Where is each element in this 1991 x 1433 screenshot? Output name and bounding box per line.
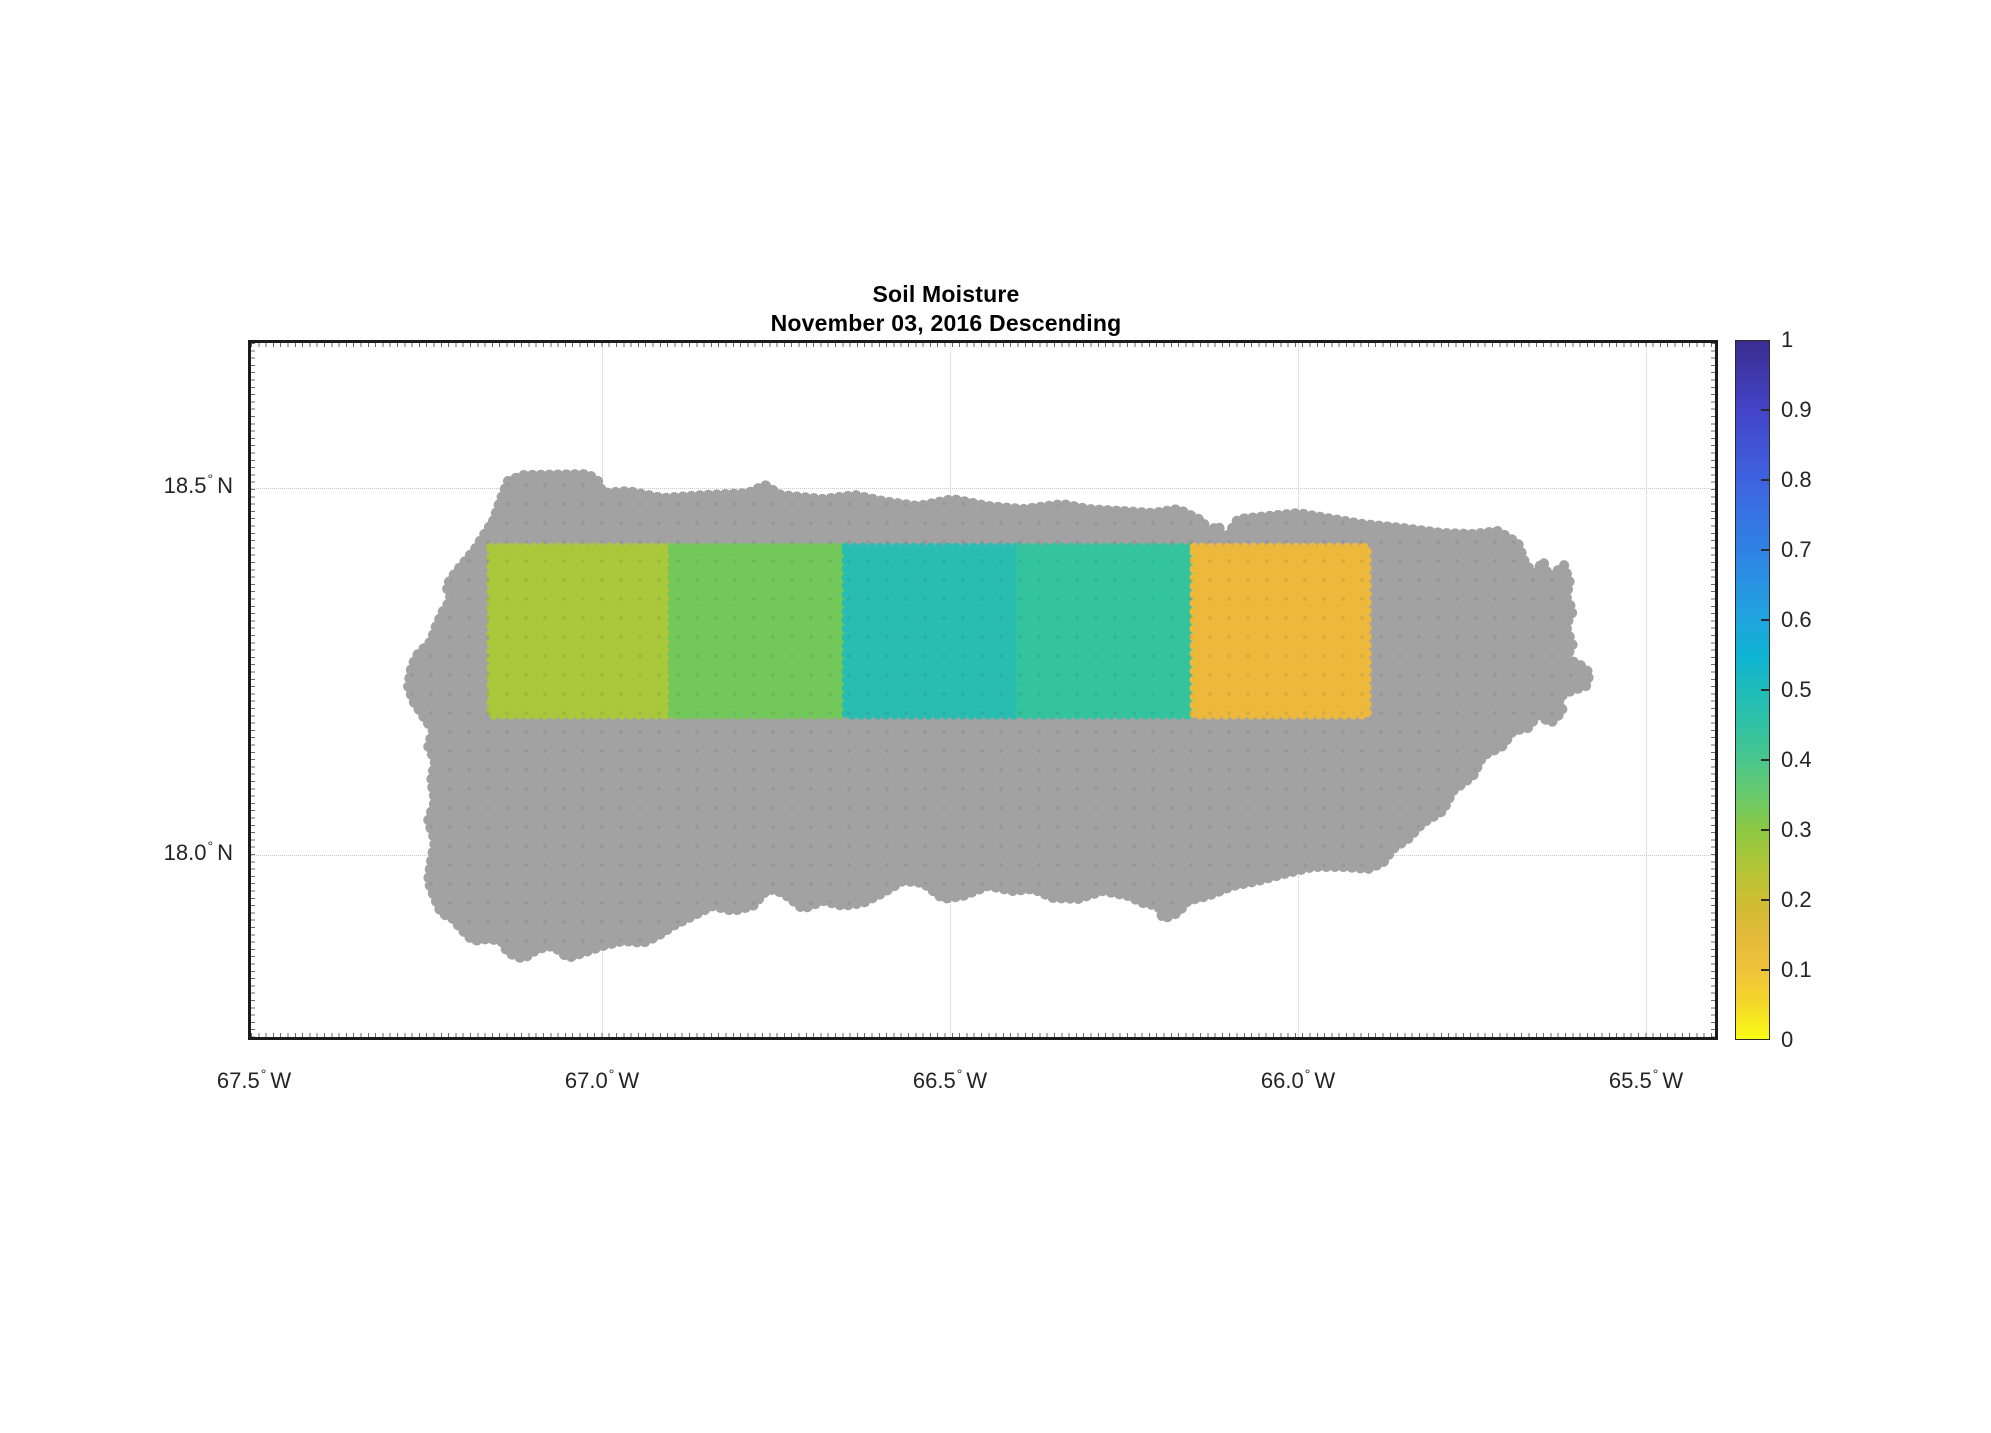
colorbar-tick-0.3 bbox=[1761, 829, 1769, 831]
colorbar-label-0.8: 0.8 bbox=[1781, 467, 1812, 492]
degree-symbol: ° bbox=[956, 1066, 963, 1082]
colorbar-tick-0.6 bbox=[1761, 619, 1769, 621]
colorbar-tick-0.8 bbox=[1761, 479, 1769, 481]
map-plot-area bbox=[248, 340, 1718, 1040]
degree-symbol: ° bbox=[1304, 1066, 1311, 1082]
y-tick-18.0-N: 18.0° N bbox=[163, 838, 233, 865]
colorbar-label-0.3: 0.3 bbox=[1781, 817, 1812, 842]
degree-symbol: ° bbox=[260, 1066, 267, 1082]
gridline-lon-65.5 bbox=[1646, 343, 1647, 1037]
x-tick-67.0-W: 67.0° W bbox=[564, 1066, 640, 1093]
colorbar-label-0.4: 0.4 bbox=[1781, 747, 1812, 772]
colorbar-tick-0.7 bbox=[1761, 549, 1769, 551]
colorbar-label-1: 1 bbox=[1781, 327, 1794, 352]
colorbar-label-0.2: 0.2 bbox=[1781, 887, 1812, 912]
colorbar-tick-0.4 bbox=[1761, 759, 1769, 761]
y-tick-18.5-N: 18.5° N bbox=[163, 471, 233, 498]
soil-moisture-map bbox=[403, 469, 1595, 964]
colorbar-label-0.7: 0.7 bbox=[1781, 537, 1812, 562]
colorbar-label-0.5: 0.5 bbox=[1781, 677, 1812, 702]
colorbar-tick-0.9 bbox=[1761, 409, 1769, 411]
colorbar-tick-0.2 bbox=[1761, 899, 1769, 901]
scatter-dot-texture bbox=[408, 474, 1590, 959]
chart-title: Soil Moisture November 03, 2016 Descendi… bbox=[146, 280, 1746, 338]
colorbar-label-0.1: 0.1 bbox=[1781, 957, 1812, 982]
degree-symbol: ° bbox=[1652, 1066, 1659, 1082]
colorbar-tick-0.5 bbox=[1761, 689, 1769, 691]
x-tick-66.0-W: 66.0° W bbox=[1260, 1066, 1336, 1093]
chart-title-line2: November 03, 2016 Descending bbox=[770, 310, 1122, 336]
colorbar-label-0.6: 0.6 bbox=[1781, 607, 1812, 632]
x-tick-66.5-W: 66.5° W bbox=[912, 1066, 988, 1093]
x-tick-65.5-W: 65.5° W bbox=[1608, 1066, 1684, 1093]
chart-title-line1: Soil Moisture bbox=[872, 281, 1020, 307]
colorbar-tick-0.1 bbox=[1761, 969, 1769, 971]
degree-symbol: ° bbox=[608, 1066, 615, 1082]
degree-symbol: ° bbox=[207, 838, 214, 854]
gridline-lat-18.5 bbox=[251, 488, 1715, 489]
colorbar-label-0.9: 0.9 bbox=[1781, 397, 1812, 422]
degree-symbol: ° bbox=[207, 471, 214, 487]
x-tick-67.5-W: 67.5° W bbox=[216, 1066, 292, 1093]
colorbar-label-0: 0 bbox=[1781, 1027, 1794, 1052]
